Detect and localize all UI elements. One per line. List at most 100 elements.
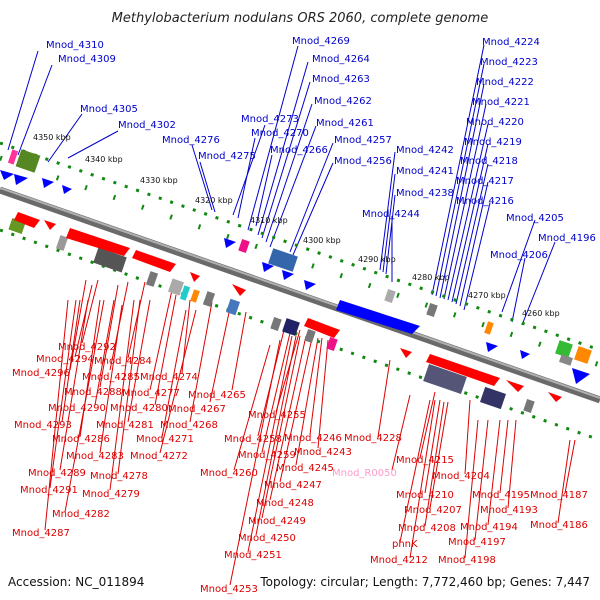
kbp-tick-label: 4350 kbp <box>33 133 71 142</box>
gene-label[interactable]: Mnod_4262 <box>314 96 372 107</box>
kbp-ticks: 4350 kbp 4340 kbp 4330 kbp 4320 kbp 4310… <box>33 133 560 318</box>
gene-label[interactable]: Mnod_4186 <box>530 520 588 531</box>
gene-label[interactable]: Mnod_4268 <box>160 420 218 431</box>
gene-label[interactable]: Mnod_4290 <box>48 403 106 414</box>
gene-label[interactable]: Mnod_4207 <box>404 505 462 516</box>
gene-label[interactable]: Mnod_4287 <box>12 528 70 539</box>
gene-label[interactable]: Mnod_4289 <box>28 468 86 479</box>
gene-label[interactable]: Mnod_4294 <box>36 354 94 365</box>
gene-label[interactable]: Mnod_4249 <box>248 516 306 527</box>
gene-label[interactable]: Mnod_4212 <box>370 555 428 566</box>
gene-label[interactable]: Mnod_4242 <box>396 145 454 156</box>
gene-label[interactable]: Mnod_4264 <box>312 54 370 65</box>
gene-label[interactable]: Mnod_4280 <box>110 403 168 414</box>
gene-label[interactable]: Mnod_4259 <box>238 450 296 461</box>
gene-label[interactable]: Mnod_4215 <box>396 455 454 466</box>
gene-label[interactable]: Mnod_4197 <box>448 537 506 548</box>
gene-label[interactable]: Mnod_4291 <box>20 485 78 496</box>
gene-label[interactable]: Mnod_4220 <box>466 117 524 128</box>
gene-label[interactable]: Mnod_4282 <box>52 509 110 520</box>
gene-label[interactable]: Mnod_4263 <box>312 74 370 85</box>
gene-label[interactable]: Mnod_4246 <box>284 433 342 444</box>
gene-label[interactable]: Mnod_4206 <box>490 250 548 261</box>
kbp-tick-label: 4330 kbp <box>140 176 178 185</box>
gene-label[interactable]: Mnod_4296 <box>12 368 70 379</box>
gene-label[interactable]: Mnod_4257 <box>334 135 392 146</box>
gene-label[interactable]: Mnod_4256 <box>334 156 392 167</box>
gene-label[interactable]: Mnod_4243 <box>294 447 352 458</box>
gene-label[interactable]: Mnod_4248 <box>256 498 314 509</box>
gene-label[interactable]: Mnod_4284 <box>94 356 152 367</box>
gene-label[interactable]: Mnod_4273 <box>241 114 299 125</box>
gene-label[interactable]: Mnod_4309 <box>58 54 116 65</box>
gene-label[interactable]: Mnod_4255 <box>248 410 306 421</box>
gene-label[interactable]: Mnod_4196 <box>538 233 596 244</box>
gene-label[interactable]: Mnod_4270 <box>251 128 309 139</box>
gene-label[interactable]: Mnod_4279 <box>82 489 140 500</box>
gene-label[interactable]: Mnod_4221 <box>472 97 530 108</box>
gene-label[interactable]: Mnod_4277 <box>122 388 180 399</box>
gene-label[interactable]: Mnod_4283 <box>66 451 124 462</box>
kbp-tick-label: 4320 kbp <box>195 196 233 205</box>
gene-label[interactable]: Mnod_4228 <box>344 433 402 444</box>
gene-label[interactable]: Mnod_4278 <box>90 471 148 482</box>
gene-label[interactable]: Mnod_4286 <box>52 434 110 445</box>
gene-label[interactable]: Mnod_4293 <box>14 420 72 431</box>
gene-label[interactable]: Mnod_4258 <box>224 434 282 445</box>
gene-label[interactable]: Mnod_4241 <box>396 166 454 177</box>
gene-label[interactable]: Mnod_4224 <box>482 37 540 48</box>
gene-label[interactable]: Mnod_4218 <box>460 156 518 167</box>
gene-label[interactable]: Mnod_4216 <box>456 196 514 207</box>
kbp-tick-label: 4280 kbp <box>412 273 450 282</box>
gene-label[interactable]: Mnod_4223 <box>480 57 538 68</box>
gene-label[interactable]: Mnod_4288 <box>64 387 122 398</box>
plus-strand-genes <box>0 170 590 384</box>
gene-label[interactable]: Mnod_4205 <box>506 213 564 224</box>
gene-label[interactable]: Mnod_4253 <box>200 584 258 595</box>
gene-label[interactable]: Mnod_4261 <box>316 118 374 129</box>
gene-label[interactable]: Mnod_4247 <box>264 480 322 491</box>
gene-label[interactable]: Mnod_4204 <box>432 471 490 482</box>
gene-label[interactable]: Mnod_4260 <box>200 468 258 479</box>
gene-label[interactable]: Mnod_4302 <box>118 120 176 131</box>
gene-label[interactable]: Mnod_4267 <box>168 404 226 415</box>
genome-backbone <box>0 186 600 404</box>
gene-label[interactable]: Mnod_4265 <box>188 390 246 401</box>
gene-label[interactable]: Mnod_4271 <box>136 434 194 445</box>
gene-label[interactable]: Mnod_4281 <box>96 420 154 431</box>
gene-label[interactable]: Mnod_4276 <box>162 135 220 146</box>
gene-label[interactable]: Mnod_4269 <box>292 36 350 47</box>
gene-label[interactable]: Mnod_4193 <box>480 505 538 516</box>
gene-label[interactable]: Mnod_4222 <box>476 77 534 88</box>
gene-label[interactable]: Mnod_4244 <box>362 209 420 220</box>
gene-label[interactable]: Mnod_4217 <box>456 176 514 187</box>
gene-label[interactable]: Mnod_4251 <box>224 550 282 561</box>
lower-gene-labels: Mnod_4292 Mnod_4294 Mnod_4296 Mnod_4285 … <box>12 342 588 595</box>
gene-label[interactable]: Mnod_4274 <box>140 372 198 383</box>
gene-label[interactable]: Mnod_4210 <box>396 490 454 501</box>
gene-label[interactable]: phnK <box>392 539 418 550</box>
gene-label[interactable]: Mnod_4292 <box>58 342 116 353</box>
gene-label[interactable]: Mnod_4275 <box>198 151 256 162</box>
kbp-tick-label: 4340 kbp <box>85 155 123 164</box>
gene-label[interactable]: Mnod_4250 <box>238 533 296 544</box>
gene-label[interactable]: Mnod_4208 <box>398 523 456 534</box>
upper-leader-lines <box>7 44 556 326</box>
gene-label[interactable]: Mnod_4266 <box>270 145 328 156</box>
gene-label[interactable]: Mnod_R0050 <box>332 468 397 479</box>
accession-text: Accession: NC_011894 <box>8 575 144 589</box>
gene-label[interactable]: Mnod_4238 <box>396 188 454 199</box>
kbp-tick-label: 4290 kbp <box>358 255 396 264</box>
gene-label[interactable]: Mnod_4310 <box>46 40 104 51</box>
gene-label[interactable]: Mnod_4285 <box>82 372 140 383</box>
gene-label[interactable]: Mnod_4195 <box>472 490 530 501</box>
gene-label[interactable]: Mnod_4187 <box>530 490 588 501</box>
gene-label[interactable]: Mnod_4272 <box>130 451 188 462</box>
map-title: Methylobacterium nodulans ORS 2060, comp… <box>112 11 489 26</box>
gene-label[interactable]: Mnod_4245 <box>276 463 334 474</box>
gene-label[interactable]: Mnod_4219 <box>464 137 522 148</box>
gene-label[interactable]: Mnod_4198 <box>438 555 496 566</box>
gene-label[interactable]: Mnod_4194 <box>460 522 518 533</box>
gene-label[interactable]: Mnod_4305 <box>80 104 138 115</box>
